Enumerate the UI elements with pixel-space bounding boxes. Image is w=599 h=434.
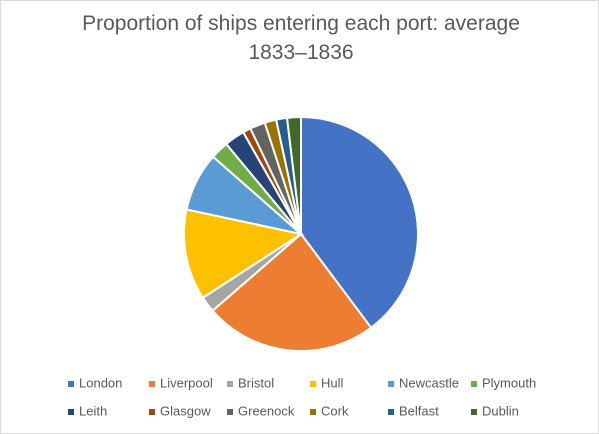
legend-label: London	[79, 375, 122, 390]
legend-swatch	[149, 381, 155, 387]
pie-slice	[285, 115, 302, 235]
legend-swatch	[471, 409, 477, 415]
pie-slice	[183, 208, 304, 300]
legend-label: Hull	[321, 375, 344, 390]
legend-swatch	[310, 409, 316, 415]
legend-label: Glasgow	[160, 403, 211, 418]
legend-swatch	[388, 381, 394, 387]
legend-swatch	[68, 409, 74, 415]
legend-label: Plymouth	[482, 375, 536, 390]
legend-label: Greenock	[238, 403, 295, 418]
legend-swatch	[68, 381, 74, 387]
legend-label: Bristol	[238, 375, 274, 390]
legend-swatch	[471, 381, 477, 387]
legend-label: Belfast	[399, 403, 439, 418]
legend-swatch	[227, 409, 233, 415]
chart-title: Proportion of ships entering each port: …	[82, 12, 520, 64]
pie-slice	[300, 115, 419, 330]
legend-label: Liverpool	[160, 375, 213, 390]
legend-swatch	[227, 381, 233, 387]
legend-swatch	[388, 409, 394, 415]
legend-swatch	[149, 409, 155, 415]
legend-label: Leith	[79, 403, 107, 418]
legend-label: Dublin	[482, 403, 519, 418]
pie-slice	[211, 232, 373, 352]
legend-label: Newcastle	[399, 375, 459, 390]
legend-label: Cork	[321, 403, 349, 418]
legend-swatch	[310, 381, 316, 387]
